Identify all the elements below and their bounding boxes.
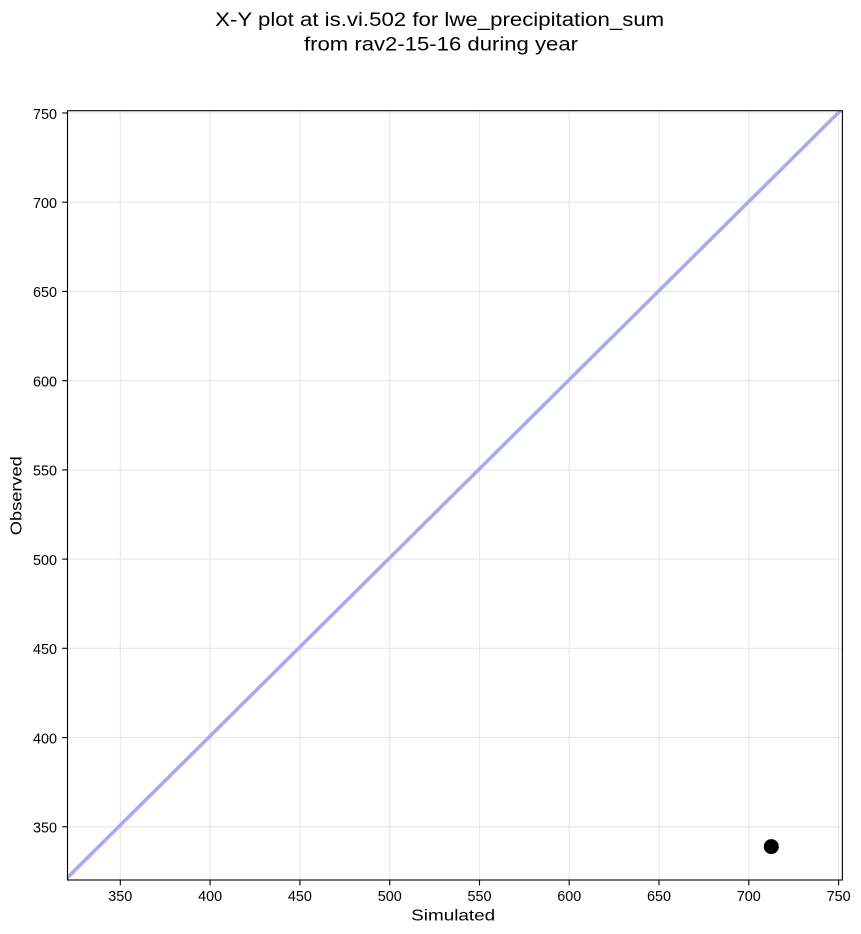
svg-text:550: 550 <box>33 464 57 480</box>
svg-text:650: 650 <box>647 889 671 905</box>
svg-text:700: 700 <box>33 196 57 212</box>
svg-text:500: 500 <box>33 553 57 569</box>
svg-text:350: 350 <box>33 821 57 837</box>
svg-text:450: 450 <box>288 889 312 905</box>
svg-text:600: 600 <box>557 889 581 905</box>
svg-text:700: 700 <box>737 889 761 905</box>
svg-text:from rav2-15-16 during year: from rav2-15-16 during year <box>304 34 579 56</box>
svg-text:550: 550 <box>467 889 491 905</box>
svg-text:Simulated: Simulated <box>411 907 495 925</box>
svg-text:750: 750 <box>827 889 851 905</box>
svg-text:650: 650 <box>33 285 57 301</box>
svg-text:750: 750 <box>33 107 57 123</box>
svg-text:X-Y plot at is.vi.502 for lwe_: X-Y plot at is.vi.502 for lwe_precipitat… <box>215 9 664 31</box>
svg-text:500: 500 <box>378 889 402 905</box>
svg-text:400: 400 <box>198 889 222 905</box>
svg-text:400: 400 <box>33 731 57 747</box>
svg-text:350: 350 <box>108 889 132 905</box>
svg-text:600: 600 <box>33 374 57 390</box>
svg-text:Observed: Observed <box>8 456 26 535</box>
svg-text:450: 450 <box>33 642 57 658</box>
